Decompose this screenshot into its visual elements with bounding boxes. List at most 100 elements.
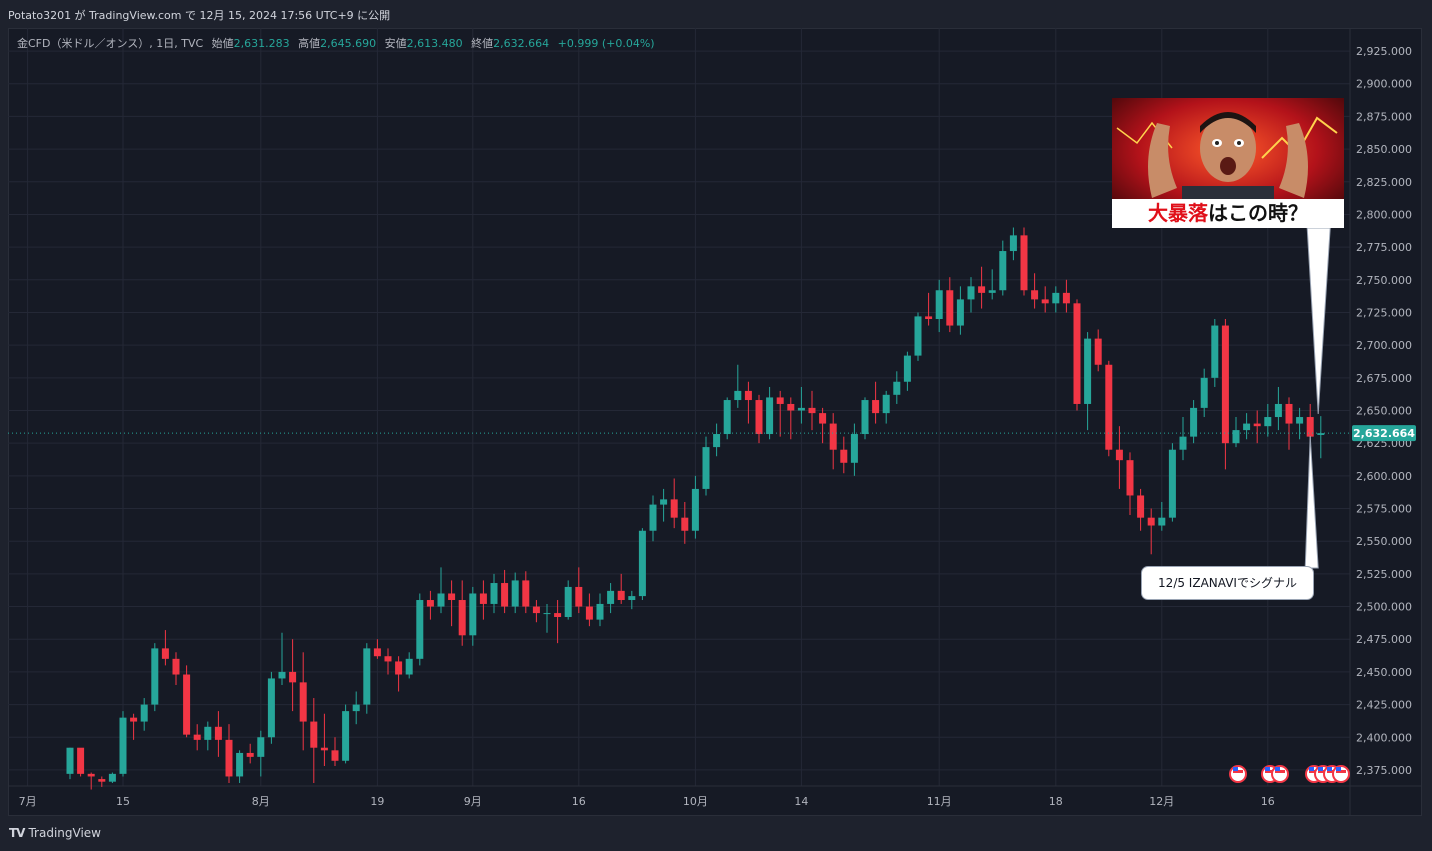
- candle-body: [564, 586, 572, 618]
- publish-bar: Potato3201 が TradingView.com で 12月 15, 2…: [0, 0, 1432, 28]
- candle-body: [734, 390, 742, 401]
- price-tick-label: 2,375.000: [1356, 764, 1412, 777]
- candle-body: [342, 711, 350, 761]
- candle-body: [1264, 417, 1272, 427]
- candle-body: [1317, 433, 1325, 435]
- thumbnail-image: 大暴落はこの時？: [1112, 98, 1344, 228]
- us-flag-icon-canton: [1265, 767, 1270, 771]
- candle-body: [310, 721, 318, 748]
- candle-body: [1052, 292, 1060, 304]
- candle-body: [1041, 299, 1049, 304]
- candle-body: [363, 648, 371, 705]
- time-tick-label: 9月: [464, 795, 482, 808]
- candle-body: [554, 613, 562, 618]
- candle-body: [1137, 495, 1145, 518]
- candle-body: [267, 678, 275, 738]
- candle-body: [236, 752, 244, 777]
- us-flag-icon-stripe: [1318, 770, 1328, 773]
- chart-annotations: 2,632.664: [8, 227, 1416, 783]
- time-tick-label: 11月: [927, 795, 952, 808]
- candle-body: [1158, 517, 1166, 526]
- candle-body: [935, 290, 943, 320]
- candle-body: [999, 251, 1007, 291]
- candle-body: [925, 316, 933, 320]
- time-tick-label: 19: [370, 795, 384, 808]
- candle-body: [98, 779, 106, 782]
- time-tick-label: 16: [572, 795, 586, 808]
- candle-body: [193, 734, 201, 740]
- thumbnail-pointer: [1306, 227, 1331, 415]
- open-value: 2,631.283: [233, 37, 290, 50]
- candle-body: [108, 773, 116, 782]
- candle-body: [1285, 403, 1293, 424]
- candle-body: [617, 590, 625, 601]
- candle-body: [1105, 364, 1113, 450]
- candle-body: [702, 447, 710, 489]
- time-tick-label: 15: [116, 795, 130, 808]
- candle-body: [458, 600, 466, 636]
- us-flag-icon-canton: [1309, 767, 1314, 771]
- candle-body: [787, 403, 795, 411]
- candle-body: [490, 583, 498, 604]
- price-tick-label: 2,725.000: [1356, 306, 1412, 319]
- candle-body: [204, 726, 212, 740]
- candle-body: [1296, 417, 1304, 424]
- price-axis: 2,375.000 2,400.000 2,425.000 2,450.000 2,47…: [1356, 45, 1412, 777]
- candle-body: [1020, 235, 1028, 291]
- candle-body: [501, 583, 509, 607]
- candle-body: [225, 739, 233, 777]
- candle-body: [77, 747, 85, 774]
- tradingview-logo[interactable]: TV TradingView: [9, 826, 101, 840]
- candle-body: [670, 499, 678, 518]
- price-tick-label: 2,675.000: [1356, 372, 1412, 385]
- candle-body: [1306, 417, 1314, 437]
- candle-body: [151, 648, 159, 705]
- price-tick-label: 2,850.000: [1356, 143, 1412, 156]
- price-tick-label: 2,425.000: [1356, 699, 1412, 712]
- candle-body: [1115, 449, 1123, 461]
- candle-body: [352, 704, 360, 712]
- time-tick-label: 10月: [683, 795, 708, 808]
- candle-body: [628, 596, 636, 601]
- low-label: 安値: [384, 37, 407, 50]
- us-flag-icon-stripe: [1233, 770, 1243, 773]
- candle-body: [1243, 423, 1251, 431]
- symbol-label[interactable]: 金CFD（米ドル／オンス）, 1日, TVC: [17, 37, 204, 50]
- candle-body: [214, 726, 222, 740]
- candle-body: [278, 671, 286, 679]
- candlestick-chart[interactable]: 2,375.000 2,400.000 2,425.000 2,450.000 2,47…: [8, 28, 1422, 816]
- candle-body: [1126, 460, 1134, 496]
- time-tick-label: 8月: [252, 795, 270, 808]
- candle-body: [872, 400, 880, 414]
- candle-body: [638, 530, 646, 597]
- price-tick-label: 2,700.000: [1356, 339, 1412, 352]
- candle-body: [130, 717, 138, 722]
- candle-body: [882, 394, 890, 414]
- price-tick-label: 2,500.000: [1356, 601, 1412, 614]
- candle-body: [1179, 436, 1187, 450]
- us-flag-icon-canton: [1233, 767, 1238, 771]
- candle-body: [797, 407, 805, 411]
- ohlc-legend: 金CFD（米ドル／オンス）, 1日, TVC 始値2,631.283 高値2,6…: [17, 35, 655, 51]
- time-tick-label: 14: [794, 795, 808, 808]
- candle-body: [257, 737, 265, 757]
- candle-body: [776, 397, 784, 404]
- us-flag-icon-stripe: [1336, 770, 1346, 773]
- price-tick-label: 2,450.000: [1356, 666, 1412, 679]
- candle-body: [140, 704, 148, 722]
- candle-body: [607, 590, 615, 604]
- us-flag-icon-stripe: [1327, 770, 1337, 773]
- close-value: 2,632.664: [493, 37, 550, 50]
- high-label: 高値: [298, 37, 321, 50]
- low-value: 2,613.480: [406, 37, 463, 50]
- candle-body: [66, 747, 74, 774]
- candle-body: [1232, 430, 1240, 444]
- candle-body: [1200, 377, 1208, 408]
- candle-body: [1009, 235, 1017, 252]
- time-axis: 7月 15 8月 19 9月 16 10月 14 11月 18 12月 16: [19, 795, 1275, 808]
- candle-body: [829, 423, 837, 450]
- candle-body: [331, 750, 339, 761]
- footer-bar: [0, 816, 1432, 851]
- signal-callout[interactable]: 12/5 IZANAVIでシグナル: [1141, 566, 1314, 600]
- candle-body: [1253, 423, 1261, 427]
